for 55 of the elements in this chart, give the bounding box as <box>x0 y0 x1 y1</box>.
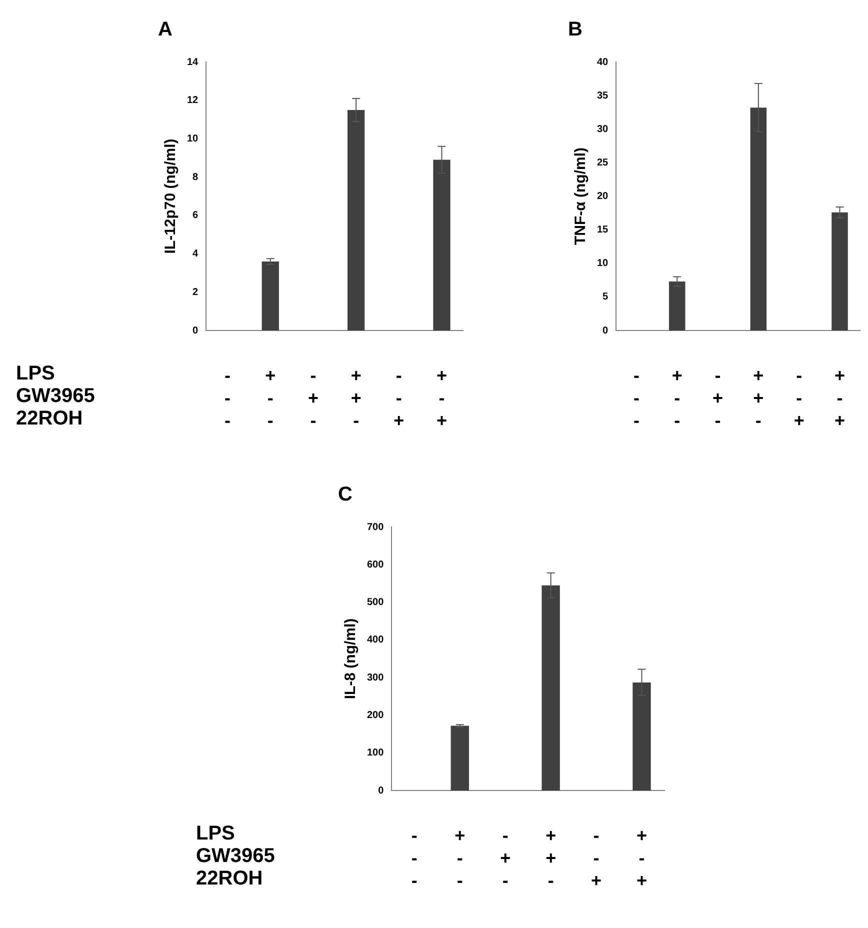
y-tick-label: 40 <box>597 56 609 68</box>
y-tick-label: 0 <box>378 785 384 796</box>
x-tick-label: - - + <box>794 366 804 431</box>
x-tick-label: - - - <box>224 366 231 431</box>
x-tick-label: - + - <box>712 366 724 431</box>
y-tick-label: 14 <box>187 56 199 68</box>
chart-title: A <box>158 18 172 41</box>
chart-title: C <box>338 484 352 506</box>
y-tick-label: 300 <box>366 672 384 684</box>
y-tick-label: 35 <box>597 90 609 102</box>
y-tick-label: 4 <box>192 248 199 260</box>
x-tick-label: + - + <box>436 366 447 431</box>
text: LPS <box>16 362 55 384</box>
x-tick-label: + + - <box>546 826 556 891</box>
x-tick-label: + - + <box>636 826 647 891</box>
y-tick-label: 8 <box>192 172 199 183</box>
x-tick-label: - + - <box>500 826 511 891</box>
y-tick-label: 0 <box>192 325 199 336</box>
text: 22ROH <box>16 407 83 430</box>
y-tick-label: 0 <box>602 325 609 336</box>
y-tick-label: 5 <box>602 292 609 303</box>
y-tick-label: 20 <box>597 191 609 202</box>
y-tick-label: 2 <box>192 286 199 298</box>
x-tick-label: + - - <box>672 366 682 431</box>
y-axis-title: IL-12p70 (ng/ml) <box>162 138 180 254</box>
x-tick-label: + + - <box>350 366 362 431</box>
y-tick-label: 25 <box>597 157 609 168</box>
y-tick-label: 10 <box>187 133 199 144</box>
chart-title: B <box>568 18 582 41</box>
x-tick-label: - + - <box>308 366 318 431</box>
y-tick-label: 200 <box>366 710 384 721</box>
x-tick-label: + - - <box>454 826 466 891</box>
x-tick-label: - - - <box>411 826 418 891</box>
y-tick-label: 600 <box>366 559 384 570</box>
text: GW3965 <box>16 384 95 407</box>
y-tick-label: 12 <box>187 95 199 106</box>
y-tick-label: 10 <box>597 258 609 270</box>
y-axis-title: TNF-α (ng/ml) <box>572 147 590 246</box>
y-tick-label: 500 <box>366 597 384 608</box>
text: LPS <box>196 822 235 844</box>
y-tick-label: 30 <box>597 124 609 135</box>
text: GW3965 <box>196 844 275 867</box>
y-tick-label: 100 <box>366 748 384 759</box>
y-tick-label: 700 <box>366 522 384 533</box>
x-tick-label: + + - <box>753 366 764 431</box>
x-tick-label: - - + <box>394 366 404 431</box>
text: 22ROH <box>196 867 263 890</box>
y-axis-title: IL-8 (ng/ml) <box>342 618 360 700</box>
y-tick-label: 400 <box>366 634 384 646</box>
x-tick-label: - - - <box>633 366 640 431</box>
x-tick-label: + - - <box>265 366 276 431</box>
y-tick-label: 15 <box>597 224 609 236</box>
x-tick-label: - - + <box>591 826 602 891</box>
x-tick-label: + - + <box>834 366 845 431</box>
y-tick-label: 6 <box>192 210 199 222</box>
